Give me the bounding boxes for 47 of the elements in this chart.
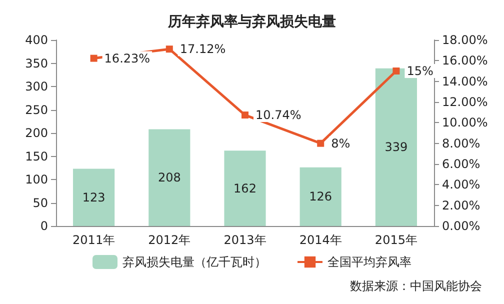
bar [148,129,190,226]
y2-tick-label: 8.00% [442,136,480,150]
point [166,46,173,53]
data-label: 123 [82,190,106,204]
source-note: 数据来源：中国风能协会 [350,279,482,293]
legend-label: 弃风损失电量（亿千瓦时） [122,255,266,269]
bar [300,167,342,226]
y-tick-label: 200 [25,126,48,140]
y-tick-label: 250 [25,102,48,117]
y2-tick-label: 4.00% [442,178,480,192]
y2-tick-label: 6.00% [442,157,480,171]
chart-title: 历年弃风率与弃风损失电量 [167,13,336,30]
x-tick-label: 2011年 [72,233,116,247]
y2-tick-label: 18.00% [442,33,488,47]
data-label: 126 [309,190,332,204]
data-label: 208 [158,170,181,185]
data-label: 15% [406,64,434,78]
bar [224,150,266,226]
data-label: 8% [331,136,350,150]
y2-tick-label: 16.00% [442,54,488,68]
y-tick-label: 350 [25,56,48,70]
y-tick-label: 400 [25,33,48,47]
y-tick-label: 50 [32,196,48,210]
y-tick-label: 0 [40,219,48,233]
y2-tick-label: 10.00% [442,116,488,130]
legend-label: 全国平均弃风率 [328,255,412,269]
data-label: 10.74% [256,108,302,122]
y-tick-label: 300 [25,80,48,94]
point [392,68,400,74]
data-label: 16.23% [104,51,150,66]
data-label: 162 [234,181,256,196]
y2-tick-label: 2.00% [442,198,480,212]
point [242,112,248,119]
x-tick-label: 2015年 [374,233,418,247]
data-label: 339 [384,140,408,154]
point [90,54,98,62]
bar [73,168,115,226]
x-tick-label: 2014年 [299,233,342,247]
y-tick-label: 100 [25,172,48,186]
y-tick-label: 150 [25,149,48,164]
y2-tick-label: 0.00% [442,219,480,233]
y2-tick-label: 14.00% [442,74,488,88]
y2-tick-label: 12.00% [442,95,488,109]
point [317,140,324,147]
x-tick-label: 2012年 [148,233,191,247]
data-label: 17.12% [180,42,226,56]
x-tick-label: 2013年 [224,233,266,247]
